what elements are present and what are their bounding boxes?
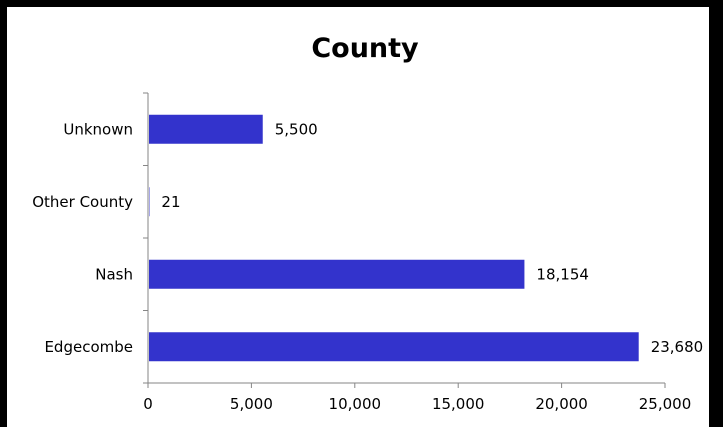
x-tick-label: 0 [143,395,153,413]
chart-axes [143,92,666,388]
bar [149,259,525,289]
chart-bars [149,114,639,362]
x-tick-label: 15,000 [432,395,485,413]
category-label: Nash [95,265,133,283]
data-label: 23,680 [651,338,704,356]
data-label: 5,500 [275,120,318,138]
category-label: Unknown [63,120,133,138]
category-label: Edgecombe [44,338,133,356]
bar [149,114,263,144]
chart-panel: County 0 5,000 10,000 15,000 20,000 25,000 Unk… [7,7,709,427]
x-tick-label: 5,000 [230,395,273,413]
x-tick-label: 20,000 [535,395,588,413]
x-tick-label: 25,000 [639,395,692,413]
chart-labels: 0 5,000 10,000 15,000 20,000 25,000 Unknown 5,5… [32,120,703,413]
data-label: 18,154 [536,265,589,283]
chart-title: County [311,33,419,64]
x-tick-label: 10,000 [329,395,382,413]
category-label: Other County [32,193,133,211]
bar-chart: County 0 5,000 10,000 15,000 20,000 25,000 Unk… [32,33,703,413]
bar [149,332,639,362]
data-label: 21 [161,193,180,211]
